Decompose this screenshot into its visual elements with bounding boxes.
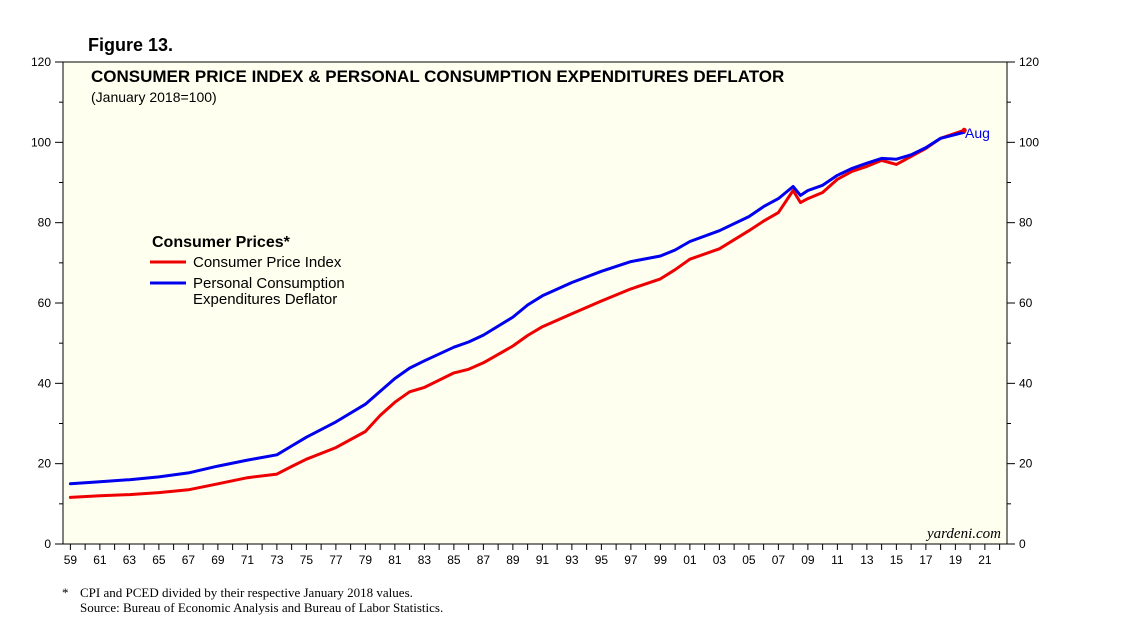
x-tick-label: 93 xyxy=(565,553,579,567)
chart-title: CONSUMER PRICE INDEX & PERSONAL CONSUMPT… xyxy=(91,67,784,86)
y-tick-label-right: 120 xyxy=(1019,55,1039,69)
y-tick-label-left: 0 xyxy=(44,537,51,551)
x-tick-label: 89 xyxy=(506,553,520,567)
cpi-line xyxy=(68,128,966,499)
y-tick-label-right: 0 xyxy=(1019,537,1026,551)
footnote-note: CPI and PCED divided by their respective… xyxy=(80,585,413,600)
x-tick-label: 09 xyxy=(801,553,815,567)
y-tick-label-right: 20 xyxy=(1019,457,1033,471)
x-tick-label: 71 xyxy=(241,553,255,567)
x-tick-label: 07 xyxy=(772,553,786,567)
aug-annotation: Aug xyxy=(965,125,990,141)
x-tick-label: 65 xyxy=(152,553,166,567)
x-tick-label: 69 xyxy=(211,553,225,567)
x-tick-label: 67 xyxy=(182,553,196,567)
x-tick-label: 11 xyxy=(831,553,844,567)
y-tick-label-left: 60 xyxy=(38,296,52,310)
legend-label-pce-line2: Expenditures Deflator xyxy=(193,291,337,308)
x-tick-label: 19 xyxy=(949,553,963,567)
x-tick-label: 59 xyxy=(64,553,78,567)
x-tick-label: 63 xyxy=(123,553,137,567)
footnote: * CPI and PCED divided by their respectiv… xyxy=(62,585,443,615)
x-tick-label: 85 xyxy=(447,553,461,567)
x-tick-label: 15 xyxy=(890,553,904,567)
y-tick-label-left: 80 xyxy=(38,216,52,230)
x-tick-label: 83 xyxy=(418,553,432,567)
footnote-source: Source: Bureau of Economic Analysis and … xyxy=(80,600,444,615)
y-tick-label-right: 60 xyxy=(1019,296,1033,310)
x-tick-label: 61 xyxy=(93,553,107,567)
y-tick-label-right: 40 xyxy=(1019,376,1033,390)
x-tick-label: 91 xyxy=(536,553,550,567)
x-tick-label: 79 xyxy=(359,553,373,567)
legend-title: Consumer Prices* xyxy=(152,234,291,251)
chart: 0 0 20 20 40 40 60 60 80 80 100 100 120 120 59 61 63 65 67… xyxy=(31,55,1039,567)
watermark: yardeni.com xyxy=(925,526,1001,542)
endpoint-marker xyxy=(961,127,967,133)
y-tick-label-left: 40 xyxy=(38,376,52,390)
x-tick-label: 99 xyxy=(654,553,668,567)
y-tick-label-left: 20 xyxy=(38,457,52,471)
figure-label: Figure 13. xyxy=(88,35,174,55)
x-tick-label: 13 xyxy=(860,553,874,567)
x-tick-label: 97 xyxy=(624,553,638,567)
legend-label-cpi: Consumer Price Index xyxy=(193,254,342,271)
y-tick-label-left: 120 xyxy=(31,55,51,69)
y-tick-label-right: 80 xyxy=(1019,216,1033,230)
y-tick-label-left: 100 xyxy=(31,135,51,149)
x-tick-label: 01 xyxy=(683,553,697,567)
footnote-marker: * xyxy=(62,585,69,600)
x-tick-label: 81 xyxy=(388,553,402,567)
x-tick-label: 75 xyxy=(300,553,314,567)
x-tick-label: 05 xyxy=(742,553,756,567)
x-tick-label: 95 xyxy=(595,553,609,567)
x-tick-label: 73 xyxy=(270,553,284,567)
x-tick-label: 03 xyxy=(713,553,727,567)
x-tick-label: 77 xyxy=(329,553,343,567)
pce-line xyxy=(68,130,966,486)
chart-subtitle: (January 2018=100) xyxy=(91,89,217,105)
x-tick-label: 21 xyxy=(978,553,992,567)
x-tick-label: 87 xyxy=(477,553,491,567)
legend-label-pce-line1: Personal Consumption xyxy=(193,275,345,292)
y-tick-label-right: 100 xyxy=(1019,135,1039,149)
x-tick-label: 17 xyxy=(919,553,933,567)
